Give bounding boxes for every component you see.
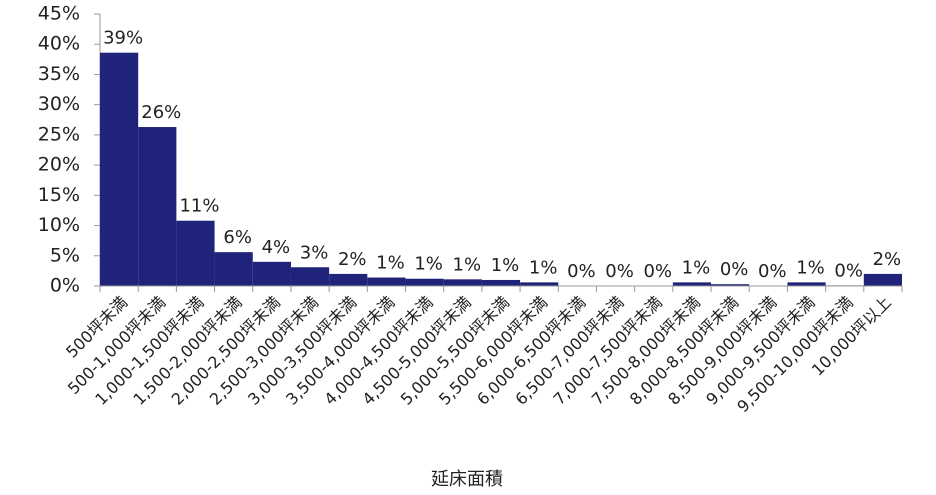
value-label: 2% [873, 249, 902, 270]
value-label: 1% [453, 254, 482, 275]
value-label: 2% [338, 249, 367, 270]
value-label: 1% [682, 257, 711, 278]
x-axis-title: 延床面積 [431, 469, 503, 490]
y-tick-label: 40% [38, 33, 80, 55]
bar [672, 282, 712, 286]
value-label: 1% [414, 254, 443, 275]
bar [520, 282, 559, 286]
bar [176, 220, 215, 286]
bar [367, 277, 406, 286]
value-label: 3% [300, 242, 329, 263]
y-tick-label: 20% [38, 154, 80, 176]
y-tick-label: 45% [38, 3, 80, 25]
bar [405, 278, 444, 286]
bar [329, 273, 368, 286]
y-tick-label: 25% [38, 123, 80, 145]
value-label: 11% [179, 196, 219, 217]
bar [138, 127, 177, 286]
y-tick-label: 30% [38, 93, 80, 115]
value-label: 0% [720, 259, 749, 280]
bar [863, 273, 902, 286]
value-label: 0% [643, 261, 672, 282]
bar [711, 284, 750, 286]
value-label: 1% [376, 253, 405, 274]
value-label: 1% [796, 257, 825, 278]
y-tick-label: 10% [38, 214, 80, 236]
value-label: 1% [529, 257, 558, 278]
y-tick-label: 5% [50, 244, 80, 266]
bar [100, 52, 139, 286]
value-label: 1% [491, 255, 520, 276]
value-label: 4% [262, 237, 291, 258]
y-tick-label: 35% [38, 63, 80, 85]
y-tick-label: 0% [50, 275, 80, 297]
bar [443, 279, 482, 286]
value-label: 6% [223, 227, 252, 248]
bar [787, 282, 826, 286]
value-label: 26% [141, 102, 181, 123]
y-tick-label: 15% [38, 184, 80, 206]
bar [252, 261, 291, 286]
bar [214, 252, 253, 286]
value-label: 0% [758, 261, 787, 282]
value-label: 0% [605, 261, 634, 282]
value-label: 0% [834, 260, 863, 281]
bar [290, 267, 330, 286]
value-label: 39% [103, 28, 143, 49]
value-label: 0% [567, 261, 596, 282]
bar [481, 279, 521, 286]
